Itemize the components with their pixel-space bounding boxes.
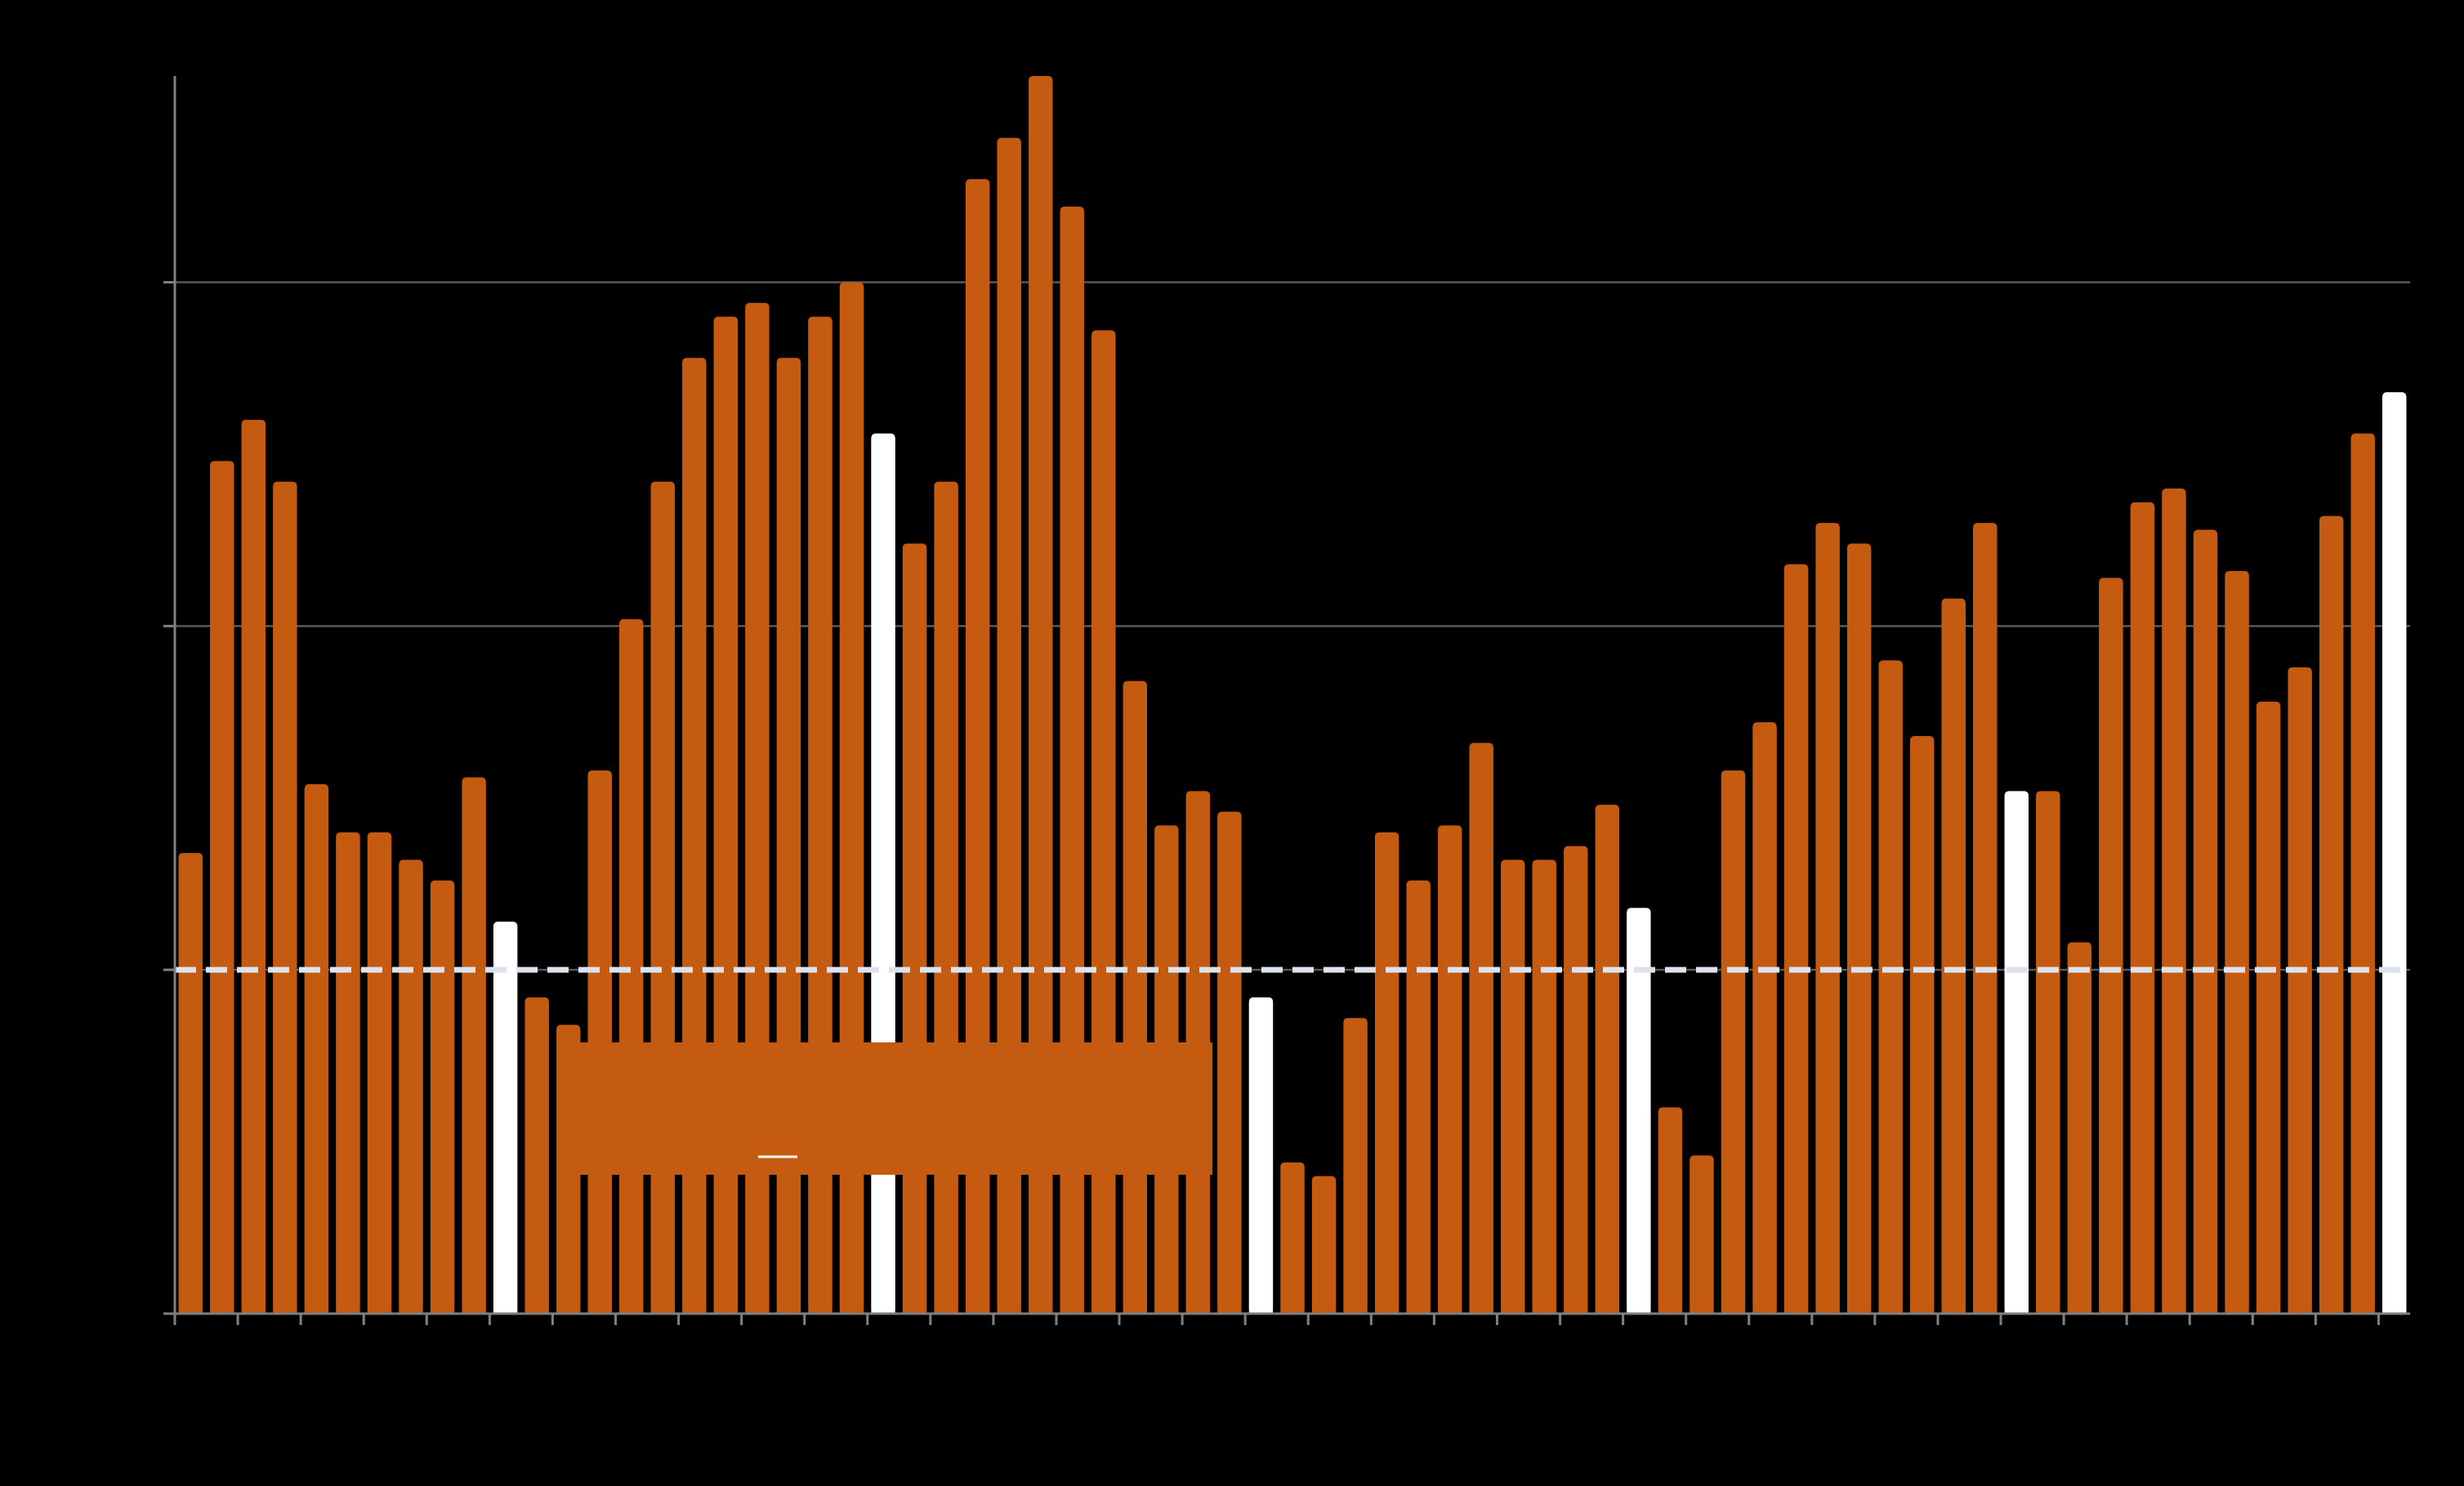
bars [178,76,2407,1314]
legend-box [560,1042,1212,1175]
axes [163,76,2410,1325]
gridlines [163,281,2410,971]
legend [560,1042,1212,1175]
